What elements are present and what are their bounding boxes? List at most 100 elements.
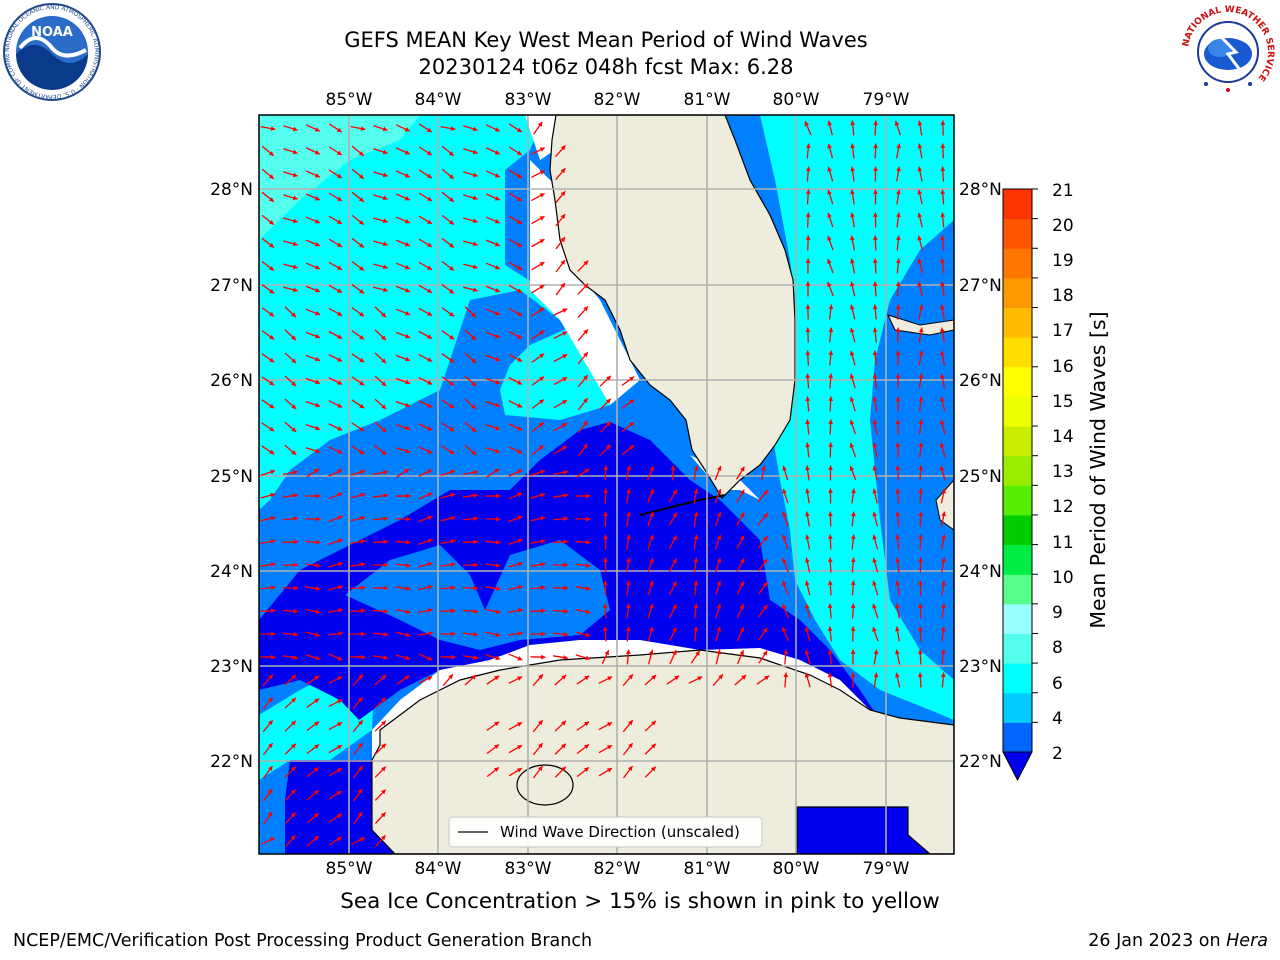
wave-arrow-head	[293, 608, 298, 614]
wave-arrow-head	[404, 196, 410, 201]
wave-arrow-head	[426, 150, 432, 155]
wave-arrow-head	[270, 469, 276, 475]
colorbar-segment	[1003, 514, 1032, 546]
wave-arrow-head	[493, 767, 499, 772]
wave-arrow-head	[516, 127, 522, 133]
wave-arrow-head	[583, 329, 588, 335]
wave-arrow-head	[583, 398, 588, 404]
wave-arrow-head	[697, 676, 703, 681]
lon-label-bottom: 82°W	[594, 859, 641, 879]
wave-arrow-head	[380, 835, 386, 841]
wave-arrow-head	[426, 196, 432, 201]
wave-arrow-head	[805, 442, 810, 448]
wave-arrow-head	[918, 419, 924, 425]
wave-arrow-head	[782, 534, 787, 540]
wave-arrow-head	[313, 813, 319, 818]
wave-arrow-head	[603, 534, 608, 539]
wave-arrow-head	[804, 649, 810, 655]
colorbar-segment	[1003, 485, 1032, 516]
wave-arrow-head	[358, 174, 364, 179]
wave-arrow-head	[583, 767, 589, 772]
wave-arrow-head	[606, 375, 611, 381]
wave-arrow-head	[496, 516, 501, 522]
wave-arrow-head	[449, 449, 455, 455]
map-field	[259, 115, 954, 854]
wave-arrow-head	[270, 539, 276, 544]
wave-arrow-head	[426, 127, 432, 133]
wave-arrow-head	[538, 422, 544, 427]
wave-arrow-head	[405, 586, 411, 591]
wave-arrow-head	[626, 488, 631, 494]
wave-arrow-head	[539, 262, 545, 267]
wave-arrow-head	[828, 327, 834, 333]
wave-arrow-head	[517, 403, 523, 408]
wave-arrow-head	[495, 448, 501, 454]
wave-arrow-head	[917, 626, 923, 631]
wave-arrow-head	[336, 219, 342, 224]
wave-arrow-head	[518, 608, 523, 613]
wave-arrow-head	[762, 559, 768, 564]
wave-arrow-head	[538, 674, 543, 680]
colorbar-tick: 8	[1052, 638, 1063, 658]
wave-arrow-head	[405, 379, 411, 385]
wave-arrow-head	[337, 538, 343, 544]
wave-arrow-head	[872, 488, 878, 494]
wave-arrow-head	[649, 466, 654, 472]
wave-arrow-head	[538, 743, 543, 749]
wave-arrow-head	[629, 399, 634, 405]
wave-arrow-head	[495, 632, 501, 638]
wave-arrow-head	[540, 608, 546, 614]
wave-arrow-head	[291, 335, 296, 341]
wave-arrow-head	[291, 450, 297, 455]
wave-arrow-head	[850, 166, 855, 172]
wave-arrow-head	[606, 768, 612, 773]
wave-arrow-head	[405, 562, 411, 568]
wave-arrow-head	[448, 220, 454, 225]
wave-arrow-head	[539, 193, 545, 198]
wave-arrow-head	[782, 488, 787, 494]
svg-text:NOAA: NOAA	[31, 25, 73, 40]
wave-arrow-head	[602, 603, 608, 609]
wave-arrow-head	[763, 513, 768, 519]
wave-arrow-head	[315, 425, 321, 431]
wave-arrow-head	[405, 632, 411, 638]
wave-arrow-head	[404, 173, 410, 178]
wave-arrow-head	[850, 580, 856, 586]
wave-arrow-head	[450, 126, 456, 131]
wave-arrow-head	[380, 766, 386, 772]
colorbar-tick: 18	[1052, 286, 1074, 306]
wave-arrow-head	[762, 604, 768, 610]
wave-arrow-head	[693, 580, 699, 586]
wave-arrow-head	[582, 421, 588, 426]
wave-arrow-head	[537, 121, 543, 127]
wave-arrow-head	[540, 539, 546, 544]
wave-arrow-head	[872, 350, 878, 356]
wave-arrow-head	[314, 127, 320, 132]
wave-arrow-head	[941, 580, 946, 586]
wave-arrow-head	[603, 511, 608, 516]
wave-arrow-head	[782, 465, 787, 471]
wave-arrow-head	[805, 304, 811, 309]
wave-arrow-head	[896, 189, 901, 195]
wave-arrow-head	[562, 377, 568, 382]
wave-arrow-head	[517, 265, 523, 270]
wave-arrow-head	[739, 512, 745, 518]
wave-arrow-head	[917, 143, 923, 149]
wave-arrow-head	[473, 655, 478, 660]
wave-arrow-head	[850, 603, 856, 609]
wave-arrow-head	[762, 650, 768, 656]
wave-arrow-head	[270, 515, 276, 521]
wave-arrow-head	[805, 235, 811, 240]
wave-arrow-head	[270, 562, 276, 567]
wave-arrow-head	[383, 631, 388, 637]
lon-label-top: 80°W	[773, 90, 820, 110]
wave-arrow-head	[405, 310, 411, 316]
wave-arrow-head	[672, 650, 677, 656]
wave-arrow-head	[291, 312, 296, 318]
wave-arrow-head	[563, 470, 568, 475]
wave-arrow-head	[473, 493, 478, 498]
wave-arrow-head	[313, 767, 319, 772]
wave-arrow-head	[495, 609, 501, 614]
colorbar-segment	[1003, 574, 1032, 605]
wave-arrow-head	[539, 170, 545, 175]
